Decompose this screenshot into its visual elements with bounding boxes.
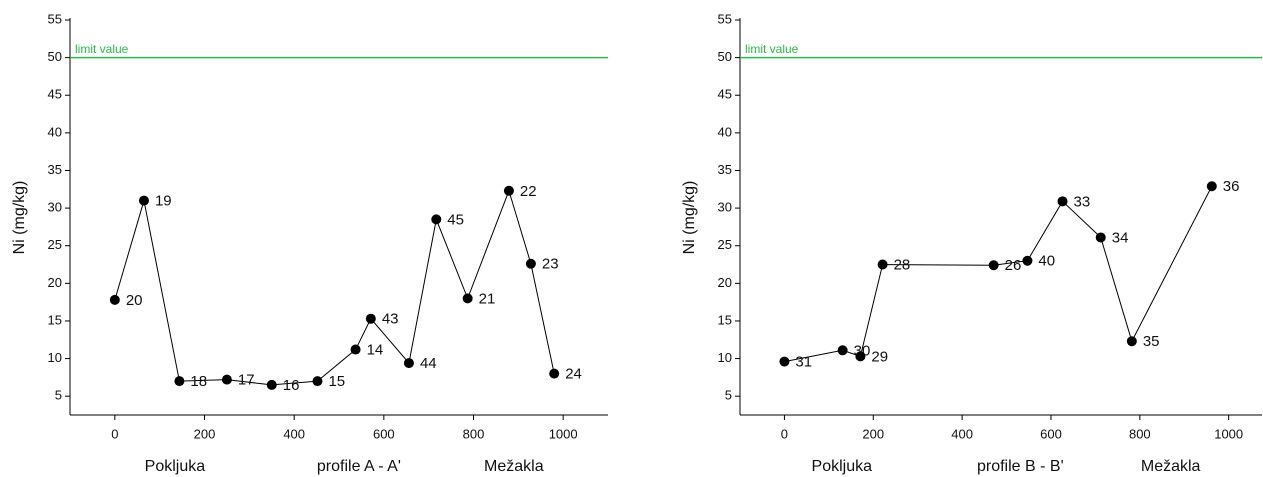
data-point [549,368,560,379]
point-label: 14 [367,342,384,359]
limit-label: limit value [745,42,799,56]
y-tick-label: 5 [725,388,732,403]
data-line [784,186,1213,363]
data-point [779,356,790,367]
y-tick-label: 35 [718,162,732,177]
x-annotation: Pokljuka [145,458,206,475]
data-point [403,358,414,369]
point-label: 23 [542,256,559,273]
y-tick-label: 25 [718,237,732,252]
y-tick-label: 45 [48,87,62,102]
y-tick-label: 45 [718,87,732,102]
y-tick-label: 30 [718,200,732,215]
point-label: 17 [238,372,255,389]
y-tick-label: 55 [48,11,62,26]
y-tick-label: 40 [48,124,62,139]
point-label: 24 [565,366,582,383]
y-tick-label: 20 [718,275,732,290]
y-tick-label: 25 [48,237,62,252]
x-annotation: profile B - B' [977,458,1064,475]
y-tick-label: 20 [48,275,62,290]
data-point [365,313,376,324]
x-annotation: Mežakla [1141,458,1201,475]
point-label: 20 [126,292,143,309]
data-point [109,294,120,305]
chart: 5 10 15 20 25 30 35 40 45 50 55 0 200 400 600 800 1000 Po… [681,11,1262,475]
x-tick-label: 200 [862,426,884,441]
point-label: 36 [1223,178,1240,195]
point-label: 29 [871,348,888,365]
point-label: 40 [1038,253,1055,270]
point-label: 28 [894,256,911,273]
x-tick-label: 1000 [1214,426,1243,441]
x-annotation: Mežakla [484,458,544,475]
point-label: 21 [479,290,496,307]
data-point [1095,232,1106,243]
data-point [431,214,442,225]
point-label: 19 [155,193,172,210]
point-label: 31 [795,354,812,371]
data-line [114,189,555,386]
data-point [525,258,536,269]
chart: 5 10 15 20 25 30 35 40 45 50 55 0 200 400 600 800 1000 Po… [11,11,608,475]
y-tick-label: 55 [718,11,732,26]
point-label: 16 [283,377,300,394]
data-point [1126,336,1137,347]
x-tick-label: 200 [194,426,216,441]
point-label: 26 [1005,257,1022,274]
y-tick-label: 30 [48,200,62,215]
point-label: 33 [1074,193,1091,210]
data-point [503,185,514,196]
data-point [1057,196,1068,207]
x-annotation: Pokljuka [812,458,873,475]
x-tick-label: 0 [111,426,118,441]
point-label: 22 [520,183,537,200]
y-tick-label: 50 [718,49,732,64]
y-tick-label: 15 [718,312,732,327]
data-point [855,351,866,362]
x-tick-label: 600 [373,426,395,441]
x-tick-label: 0 [781,426,788,441]
point-label: 18 [190,373,207,390]
data-point [837,345,848,356]
y-tick-label: 15 [48,312,62,327]
x-tick-label: 400 [951,426,973,441]
x-annotation: profile A - A' [317,458,401,475]
data-point [988,260,999,271]
x-tick-label: 1000 [549,426,578,441]
x-tick-label: 600 [1040,426,1062,441]
data-point [266,379,277,390]
data-point [350,344,361,355]
point-label: 44 [420,355,437,372]
data-point [462,293,473,304]
data-point [221,374,232,385]
data-point [174,376,185,387]
y-tick-label: 40 [718,124,732,139]
x-tick-label: 400 [283,426,305,441]
y-tick-label: 50 [48,49,62,64]
data-point [1206,181,1217,192]
data-point [1022,255,1033,266]
point-label: 43 [382,311,399,328]
y-tick-label: 10 [718,350,732,365]
data-point [138,195,149,206]
limit-label: limit value [75,42,129,56]
x-tick-label: 800 [463,426,485,441]
data-point [877,259,888,270]
data-point [312,376,323,387]
point-label: 15 [328,373,345,390]
y-tick-label: 10 [48,350,62,365]
point-label: 34 [1112,229,1129,246]
x-tick-label: 800 [1129,426,1151,441]
y-tick-label: 5 [55,388,62,403]
point-label: 45 [447,211,464,228]
y-axis-label: Ni (mg/kg) [11,181,28,255]
y-tick-label: 35 [48,162,62,177]
y-axis-label: Ni (mg/kg) [681,181,698,255]
point-label: 35 [1143,333,1160,350]
